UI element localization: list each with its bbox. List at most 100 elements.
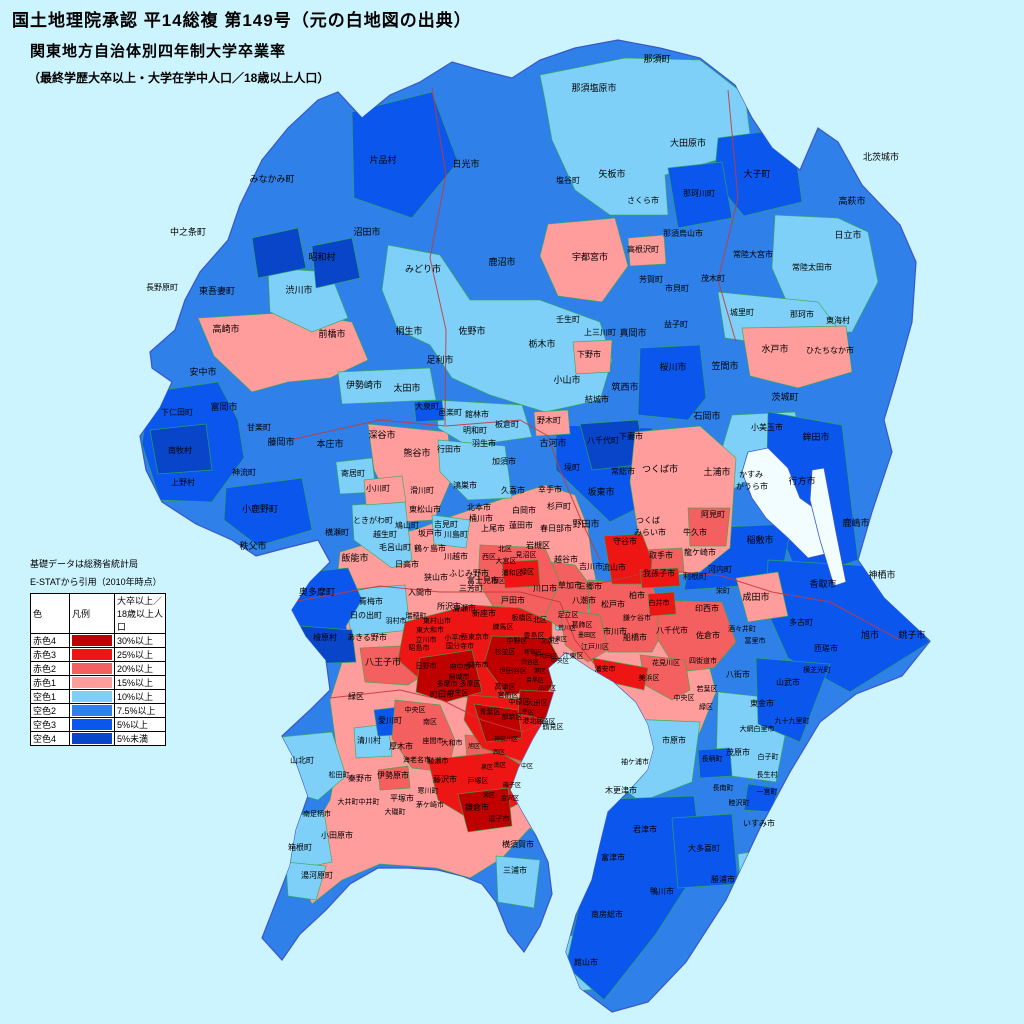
- municipality-label: ときがわ町: [353, 515, 393, 525]
- municipality-label: 城里町: [730, 308, 754, 317]
- lake-kitaura: [809, 467, 847, 587]
- municipality-label: 清川村: [357, 735, 381, 745]
- municipality-label: 稲敷市: [746, 534, 773, 545]
- municipality-label: 中井町: [359, 797, 380, 806]
- municipality-label: 流山市: [602, 562, 626, 572]
- municipality-label: 大子町: [743, 168, 770, 179]
- legend-color-swatch: [72, 691, 112, 702]
- municipality-label: 上野村: [171, 477, 195, 487]
- region-patch: [657, 599, 737, 673]
- municipality-label: 高崎市: [212, 323, 239, 334]
- municipality-label: 前橋市: [318, 328, 345, 339]
- legend-table: 色凡例 大卒以上／18歳以上人口 赤色4 30%以上 赤色3 25%以上 赤色2 20%以上…: [30, 593, 166, 746]
- municipality-label: 神奈川区: [494, 735, 518, 743]
- region-patch: [755, 657, 831, 743]
- municipality-label: 座間市: [423, 736, 444, 745]
- municipality-label: 日野市: [416, 661, 437, 670]
- municipality-label: 市川市: [603, 626, 627, 636]
- municipality-label: 浦安市: [595, 664, 616, 673]
- municipality-label: 幸区: [522, 708, 534, 716]
- municipality-label: 港北区: [523, 716, 544, 725]
- municipality-label: 境町: [564, 462, 580, 472]
- municipality-label: 桐生市: [395, 325, 422, 336]
- municipality-label: 浦和区: [502, 568, 523, 577]
- municipality-label: 長柄町: [702, 754, 723, 763]
- municipality-label: 秦野市: [348, 773, 372, 783]
- municipality-label: 壬生町: [556, 314, 580, 324]
- municipality-label: 中原区: [509, 697, 530, 706]
- municipality-label: 府中市: [450, 662, 471, 671]
- legend-class-name: 空色2: [30, 703, 70, 718]
- municipality-label: 野田市: [572, 518, 599, 529]
- municipality-label: 国分寺市: [446, 641, 474, 650]
- municipality-label: 那珂市: [790, 309, 814, 319]
- municipality-label: 川崎区: [535, 717, 556, 726]
- municipality-label: 羽生市: [472, 438, 496, 448]
- prefecture-border: [591, 569, 901, 641]
- municipality-label: 栄町: [716, 586, 730, 595]
- region-patch: [533, 409, 571, 437]
- municipality-label: 南区: [494, 761, 506, 769]
- municipality-label: 南房総市: [591, 909, 623, 919]
- municipality-label: 文京区: [541, 637, 559, 645]
- municipality-label: 吉川市: [579, 561, 603, 571]
- legend-class-name: 空色3: [30, 717, 70, 732]
- legend-row: 空色3 5%以上: [30, 717, 166, 732]
- legend-source-note-1: 基礎データは総務省統計局: [30, 559, 139, 569]
- prefecture-border: [559, 601, 596, 666]
- legend-class-name: 赤色3: [30, 647, 70, 662]
- municipality-label: さくら市: [627, 195, 659, 205]
- municipality-label: 北本市: [467, 502, 491, 512]
- municipality-label: 川口市: [533, 583, 557, 593]
- legend-class-name: 空色1: [30, 689, 70, 704]
- municipality-label: 川越市: [444, 551, 468, 561]
- region-patch: [473, 703, 523, 743]
- municipality-label: 茂木町: [701, 273, 725, 283]
- municipality-label: 睦沢町: [729, 798, 750, 807]
- municipality-label: 高津区: [495, 682, 516, 691]
- municipality-label: 湯河原町: [301, 870, 333, 880]
- municipality-label: 我孫子市: [643, 568, 675, 578]
- municipality-label: 常陸太田市: [792, 262, 832, 272]
- municipality-label: 世田谷区: [499, 666, 527, 675]
- municipality-label: 古河市: [539, 437, 566, 448]
- municipality-label: 行方市: [788, 475, 815, 486]
- municipality-label: 北区: [498, 545, 512, 553]
- municipality-label: 茨城町: [771, 391, 798, 402]
- municipality-label: 白井市: [649, 598, 670, 607]
- municipality-label: 所沢市: [437, 601, 461, 611]
- municipality-label: 塩谷町: [556, 175, 580, 185]
- municipality-label: 中区: [521, 762, 533, 770]
- municipality-label: 袖ケ浦市: [621, 757, 649, 766]
- municipality-label: 市原市: [662, 735, 686, 745]
- municipality-label: 銚子市: [898, 629, 925, 640]
- municipality-label: 豊島区: [524, 631, 545, 640]
- municipality-label: 館山市: [574, 957, 598, 967]
- municipality-label: 大田区: [527, 698, 548, 707]
- municipality-label: 渋川市: [285, 284, 312, 295]
- municipality-label: 飯能市: [341, 552, 368, 563]
- municipality-label: 山武市: [776, 677, 800, 687]
- municipality-label: 大泉町: [415, 401, 439, 411]
- municipality-label: 那珂川町: [683, 189, 715, 198]
- region-patch: [251, 227, 307, 279]
- municipality-label: 小山市: [553, 374, 580, 385]
- municipality-label: 鹿嶋市: [842, 517, 869, 528]
- municipality-label: 寄居町: [341, 468, 365, 478]
- municipality-label: 美浜区: [639, 673, 660, 682]
- municipality-label: 鴨川市: [650, 886, 674, 896]
- municipality-label: 小鹿野町: [242, 503, 278, 514]
- municipality-label: 綾瀬市: [428, 756, 449, 765]
- municipality-label: 大田原市: [670, 137, 706, 148]
- municipality-label: つくば市: [642, 463, 678, 474]
- municipality-label: 松田町: [329, 770, 350, 779]
- prefecture-border: [329, 689, 547, 733]
- municipality-label: 松戸市: [601, 599, 625, 609]
- municipality-label: 厚木市: [389, 741, 413, 751]
- municipality-label: 匝瑳市: [814, 643, 838, 653]
- municipality-label: 明和町: [463, 426, 487, 435]
- municipality-label: 大多喜町: [688, 843, 720, 853]
- municipality-label: 八王子市: [365, 656, 401, 667]
- municipality-label: 戸塚区: [468, 776, 489, 785]
